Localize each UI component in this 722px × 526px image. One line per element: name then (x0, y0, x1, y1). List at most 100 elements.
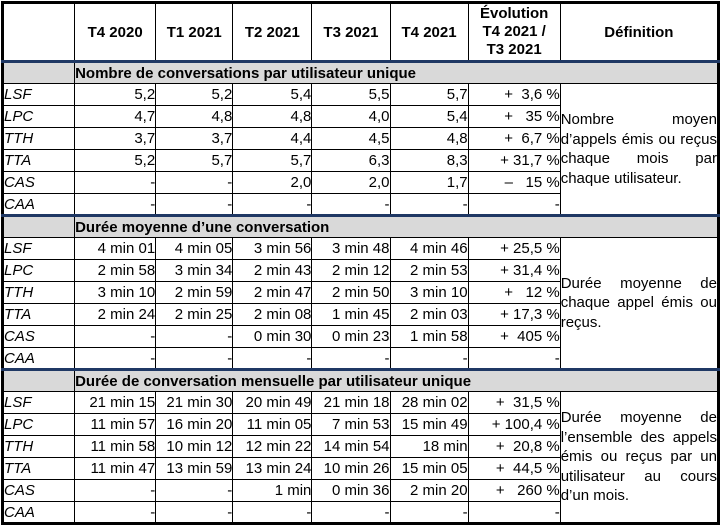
evolution-cell: - (467, 501, 561, 524)
table-row: LPC 4,7 4,8 4,8 4,0 5,4 + 35 % (1, 105, 719, 128)
definition-cell: Nombre moyen d’appels émis ou reçus chaq… (559, 83, 720, 216)
value-cell: 13 min 24 (232, 457, 313, 480)
value-cell: 20 min 49 (232, 391, 313, 414)
row-label: TTH (1, 281, 76, 304)
value-cell: 5,2 (155, 83, 234, 106)
value-cell: 2 min 47 (232, 281, 313, 304)
section-corner-cell (1, 60, 76, 84)
section-title: Durée moyenne d’une conversation (74, 214, 719, 238)
column-header-t1-2021: T1 2021 (155, 2, 234, 62)
value-cell: 2 min 03 (389, 303, 469, 326)
value-cell: 10 min 26 (311, 457, 391, 480)
value-cell: - (155, 171, 234, 194)
definition-cell: Durée moyenne de l’ensemble des appels é… (559, 391, 720, 524)
column-header-t3-2021: T3 2021 (311, 2, 391, 62)
value-cell: - (389, 501, 469, 524)
value-cell: - (311, 501, 391, 524)
evolution-cell: + 25,5 % (467, 237, 561, 260)
evolution-cell: + 405 % (467, 325, 561, 348)
value-cell: 2 min 53 (389, 259, 469, 282)
evolution-cell: + 260 % (467, 479, 561, 502)
value-cell: 4,4 (232, 127, 313, 150)
table-row: TTA 2 min 24 2 min 25 2 min 08 1 min 45 … (1, 303, 719, 326)
value-cell: 2 min 24 (74, 303, 157, 326)
value-cell: 14 min 54 (311, 435, 391, 458)
value-cell: 2 min 59 (155, 281, 234, 304)
value-cell: - (389, 347, 469, 370)
value-cell: - (74, 325, 157, 348)
row-label: TTA (1, 457, 76, 480)
value-cell: 16 min 20 (155, 413, 234, 436)
value-cell: 21 min 18 (311, 391, 391, 414)
value-cell: 3,7 (155, 127, 234, 150)
column-header-t4-2021: T4 2021 (389, 2, 469, 62)
row-label: CAS (1, 171, 76, 194)
value-cell: 4 min 01 (74, 237, 157, 260)
table-row: CAS - - 0 min 30 0 min 23 1 min 58 + 405… (1, 325, 719, 348)
section-band: Durée moyenne d’une conversation (1, 214, 719, 238)
row-label: CAS (1, 325, 76, 348)
section-corner-cell (1, 214, 76, 238)
value-cell: 2,0 (311, 171, 391, 194)
value-cell: 13 min 59 (155, 457, 234, 480)
value-cell: 21 min 15 (74, 391, 157, 414)
table-row: CAA - - - - - - (1, 501, 719, 524)
value-cell: 4,8 (155, 105, 234, 128)
value-cell: 5,4 (232, 83, 313, 106)
evolution-cell: + 20,8 % (467, 435, 561, 458)
evolution-cell: - (467, 193, 561, 216)
row-label: CAA (1, 193, 76, 216)
value-cell: - (155, 501, 234, 524)
value-cell: 2 min 25 (155, 303, 234, 326)
value-cell: 5,2 (74, 149, 157, 172)
row-label: CAA (1, 347, 76, 370)
value-cell: 5,4 (389, 105, 469, 128)
value-cell: 0 min 23 (311, 325, 391, 348)
table-row: CAA - - - - - - (1, 193, 719, 216)
value-cell: 11 min 58 (74, 435, 157, 458)
value-cell: 4,7 (74, 105, 157, 128)
section-corner-cell (1, 368, 76, 392)
value-cell: 4 min 05 (155, 237, 234, 260)
row-label: TTA (1, 149, 76, 172)
value-cell: 3 min 48 (311, 237, 391, 260)
table-row: CAA - - - - - - (1, 347, 719, 370)
value-cell: 6,3 (311, 149, 391, 172)
column-header-definition: Définition (559, 2, 720, 62)
value-cell: 0 min 30 (232, 325, 313, 348)
evolution-cell: + 44,5 % (467, 457, 561, 480)
section-band: Nombre de conversations par utilisateur … (1, 60, 719, 84)
value-cell: 15 min 49 (389, 413, 469, 436)
value-cell: 5,7 (155, 149, 234, 172)
column-header-t4-2020: T4 2020 (74, 2, 157, 62)
evolution-cell: + 31,5 % (467, 391, 561, 414)
table-row: CAS - - 2,0 2,0 1,7 – 15 % (1, 171, 719, 194)
value-cell: 5,2 (74, 83, 157, 106)
section-title: Nombre de conversations par utilisateur … (74, 60, 719, 84)
row-label: LPC (1, 259, 76, 282)
row-label: TTH (1, 127, 76, 150)
value-cell: - (311, 347, 391, 370)
section-title: Durée de conversation mensuelle par util… (74, 368, 719, 392)
evolution-cell: + 100,4 % (467, 413, 561, 436)
row-label: TTH (1, 435, 76, 458)
row-label: CAS (1, 479, 76, 502)
value-cell: 21 min 30 (155, 391, 234, 414)
value-cell: - (389, 193, 469, 216)
value-cell: 18 min (389, 435, 469, 458)
value-cell: 2 min 20 (389, 479, 469, 502)
value-cell: - (232, 501, 313, 524)
value-cell: 2 min 12 (311, 259, 391, 282)
value-cell: 3 min 34 (155, 259, 234, 282)
evolution-cell: + 35 % (467, 105, 561, 128)
value-cell: 1,7 (389, 171, 469, 194)
evolution-cell: + 6,7 % (467, 127, 561, 150)
row-label: LSF (1, 391, 76, 414)
value-cell: 11 min 47 (74, 457, 157, 480)
row-label: LPC (1, 413, 76, 436)
value-cell: - (74, 501, 157, 524)
evolution-cell: – 15 % (467, 171, 561, 194)
table-row: LSF 5,2 5,2 5,4 5,5 5,7 + 3,6 % Nombre m… (1, 83, 720, 216)
value-cell: - (155, 193, 234, 216)
